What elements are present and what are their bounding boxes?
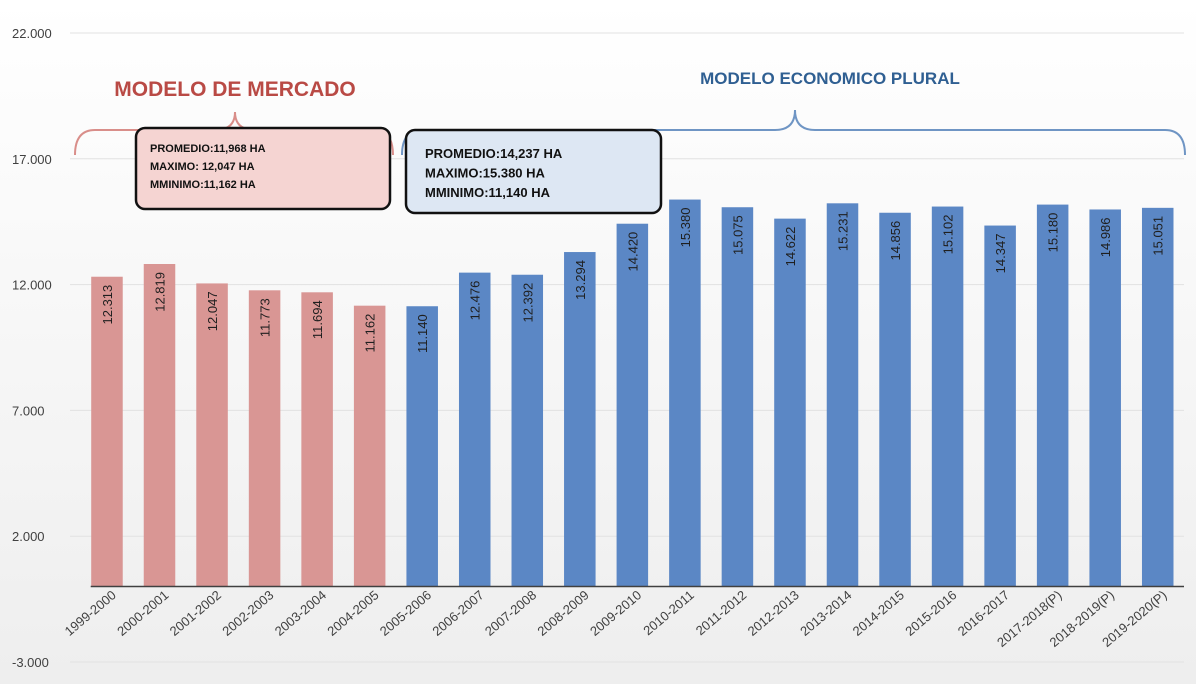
bar — [1141, 207, 1174, 587]
value-label: 12.047 — [205, 291, 220, 331]
value-label: 15.231 — [836, 211, 851, 251]
value-label: 15.075 — [730, 215, 745, 255]
bar — [826, 203, 859, 587]
value-label: 12.313 — [100, 285, 115, 325]
value-label: 12.819 — [153, 272, 168, 312]
bar — [248, 290, 281, 587]
value-label: 15.102 — [941, 215, 956, 255]
value-label: 14.347 — [993, 234, 1008, 274]
value-label: 11.773 — [258, 298, 273, 337]
bar — [301, 292, 333, 587]
bar — [564, 252, 596, 587]
info-line: MAXIMO: 12,047 HA — [150, 161, 255, 173]
info-line: PROMEDIO:14,237 HA — [425, 146, 563, 161]
bar — [511, 274, 544, 587]
value-label: 11.694 — [310, 300, 325, 339]
value-label: 14.622 — [783, 227, 798, 267]
value-label: 15.180 — [1046, 213, 1061, 253]
y-tick-label: 2.000 — [12, 529, 45, 544]
y-tick-label: 12.000 — [12, 278, 52, 293]
value-label: 15.380 — [678, 208, 693, 248]
bar — [721, 207, 754, 587]
bar — [879, 212, 911, 587]
y-tick-label: -3.000 — [12, 655, 49, 670]
bar — [91, 276, 123, 587]
bar — [1089, 209, 1121, 587]
value-label: 12.476 — [468, 281, 483, 321]
annotation: MODELO DE MERCADO — [114, 78, 356, 101]
y-tick-label: 7.000 — [12, 403, 45, 418]
bar — [984, 225, 1016, 587]
value-label: 14.986 — [1098, 217, 1113, 257]
value-label: 15.051 — [1151, 216, 1166, 256]
info-line: MAXIMO:15.380 HA — [425, 166, 546, 181]
value-label: 12.392 — [520, 283, 535, 323]
y-tick-label: 22.000 — [12, 26, 52, 41]
bar — [1036, 204, 1069, 587]
bar — [669, 199, 701, 587]
bar — [406, 306, 438, 587]
info-line: MMINIMO:11,162 HA — [150, 179, 256, 191]
value-label: 11.140 — [415, 314, 430, 353]
info-box — [134, 126, 392, 211]
bar — [458, 272, 491, 587]
value-label: 11.162 — [363, 314, 378, 353]
bar — [616, 223, 649, 587]
value-label: 13.294 — [573, 260, 588, 300]
bar — [774, 218, 806, 587]
bar — [196, 283, 228, 587]
bar — [353, 305, 386, 587]
info-line: PROMEDIO:11,968 HA — [150, 143, 266, 155]
info-box — [404, 128, 663, 215]
info-line: MMINIMO:11,140 HA — [425, 185, 551, 200]
bar — [931, 206, 964, 587]
annotation: MODELO ECONOMICO PLURAL — [700, 69, 960, 88]
value-label: 14.856 — [888, 221, 903, 261]
value-label: 14.420 — [625, 232, 640, 272]
bar — [143, 263, 176, 587]
y-tick-label: 17.000 — [12, 152, 52, 167]
